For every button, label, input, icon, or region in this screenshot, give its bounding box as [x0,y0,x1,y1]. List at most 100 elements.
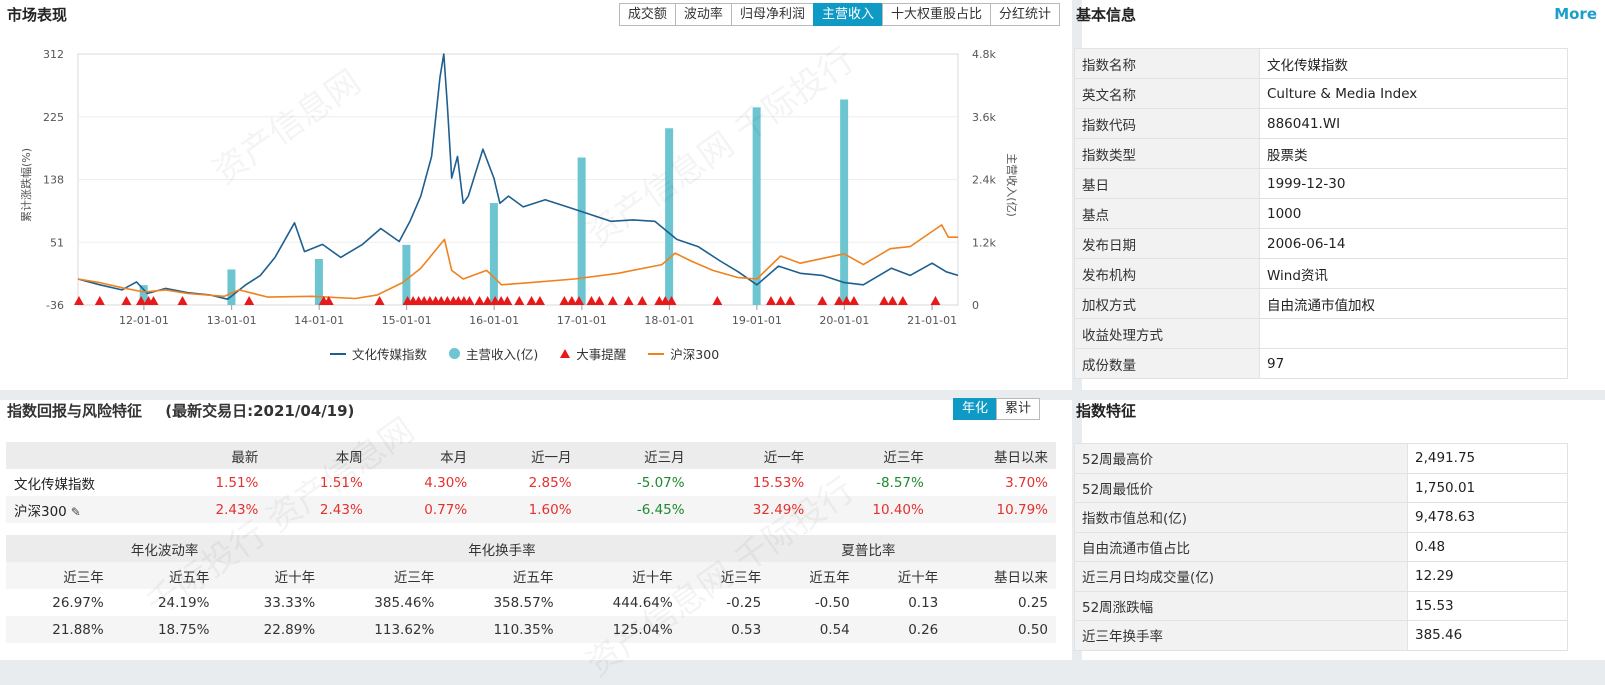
market-performance-panel: 市场表现 成交额 波动率 归母净利润 主营收入 十大权重股占比 分红统计 累计涨跌幅(%)… [0,0,1072,390]
info-row: 基点 1000 [1074,198,1568,229]
event-marker[interactable] [594,296,605,305]
event-marker[interactable] [574,296,585,305]
event-marker[interactable] [586,296,597,305]
cumulative-button[interactable]: 累计 [995,398,1040,420]
event-marker[interactable] [834,296,845,305]
returns-header: 本月 [440,449,468,466]
feature-value: 15.53 [1407,590,1568,621]
index-name: 文化传媒指数 [14,476,95,493]
more-link[interactable]: More [1554,5,1597,23]
event-marker[interactable] [879,296,890,305]
risk-value: 358.57% [493,594,554,611]
legend-item-events[interactable]: 大事提醒 [560,344,626,363]
legend-item-index[interactable]: 文化传媒指数 [330,344,427,363]
event-marker[interactable] [534,296,545,305]
event-marker[interactable] [121,296,132,305]
event-marker[interactable] [482,296,493,305]
event-marker[interactable] [73,296,84,305]
risk-value: 125.04% [612,621,673,638]
x-tick-label: 21-01-01 [907,314,957,327]
feature-key: 近三月日均成交量(亿) [1074,561,1408,592]
return-value: -5.07% [636,474,685,491]
event-marker[interactable] [841,296,852,305]
feature-row: 近三年换手率 385.46 [1074,620,1568,651]
tab-1[interactable]: 波动率 [674,3,732,26]
event-marker[interactable] [244,296,255,305]
returns-row: 文化传媒指数 1.51% 1.51% 4.30% 2.85% -5.07% 15.53% -8… [6,469,1056,496]
risk-value: 33.33% [263,594,316,611]
revenue-bar[interactable] [840,99,849,306]
info-key: 加权方式 [1074,288,1260,319]
return-value: 4.30% [424,474,468,491]
risk-subheader: 近十年 [274,569,316,586]
event-marker[interactable] [136,296,147,305]
feature-row: 52周最低价 1,750.01 [1074,472,1568,503]
risk-value: 0.54 [819,621,850,638]
event-marker[interactable] [623,296,634,305]
event-marker[interactable] [848,296,859,305]
info-value: 2006-06-14 [1259,228,1568,259]
features-title: 指数特征 [1076,402,1137,420]
event-marker[interactable] [566,296,577,305]
event-marker[interactable] [94,296,105,305]
tab-3[interactable]: 主营收入 [812,3,883,26]
y-tick-left: -36 [46,299,64,312]
pencil-icon[interactable]: ✎ [70,504,81,519]
event-marker[interactable] [930,296,941,305]
event-marker[interactable] [607,296,618,305]
event-marker[interactable] [474,296,485,305]
event-marker[interactable] [514,296,525,305]
risk-subheader: 近五年 [168,569,210,586]
returns-row: 沪深300 ✎ 2.43% 2.43% 0.77% 1.60% -6.45% 32.49% 10… [6,496,1056,523]
returns-title: 指数回报与风险特征 [7,402,143,420]
y-tick-right: 0 [972,299,979,312]
legend-item-hs300[interactable]: 沪深300 [648,344,719,363]
hs300-line[interactable] [77,224,958,300]
event-marker[interactable] [177,296,188,305]
revenue-bar[interactable] [139,285,148,305]
event-marker[interactable] [766,296,777,305]
event-marker[interactable] [464,296,475,305]
revenue-bar[interactable] [752,107,761,306]
tab-2[interactable]: 归母净利润 [730,3,814,26]
event-marker[interactable] [712,296,723,305]
event-marker[interactable] [148,296,159,305]
index-line[interactable] [77,53,959,301]
feature-value: 12.29 [1407,561,1568,592]
event-marker[interactable] [502,296,513,305]
risk-value: 444.64% [612,594,673,611]
risk-subheader: 近三年 [720,569,762,586]
feature-row: 近三月日均成交量(亿) 12.29 [1074,561,1568,592]
revenue-bar[interactable] [577,157,586,305]
info-key: 指数类型 [1074,138,1260,169]
event-marker[interactable] [887,296,898,305]
tab-5[interactable]: 分红统计 [989,3,1060,26]
revenue-bar[interactable] [665,128,674,305]
x-tick-label: 19-01-01 [732,314,782,327]
legend-item-revenue[interactable]: 主营收入(亿) [449,344,538,363]
return-value: 3.70% [1005,474,1048,491]
event-marker[interactable] [817,296,828,305]
tab-0[interactable]: 成交额 [618,3,676,26]
info-value: Culture & Media Index [1259,78,1568,109]
tab-4[interactable]: 十大权重股占比 [881,3,991,26]
event-marker[interactable] [526,296,537,305]
event-marker[interactable] [637,296,648,305]
revenue-bar[interactable] [489,203,498,305]
event-marker[interactable] [785,296,796,305]
risk-row: 26.97% 24.19% 33.33% 385.46% 358.57% 444.64% -… [6,589,1056,616]
event-marker[interactable] [666,296,677,305]
info-row: 成份数量 97 [1074,348,1568,379]
revenue-bar[interactable] [314,258,323,305]
event-marker[interactable] [897,296,908,305]
revenue-bar[interactable] [227,269,236,305]
index-name: 沪深300 [14,503,67,520]
event-marker[interactable] [559,296,570,305]
revenue-bar[interactable] [402,244,411,305]
event-marker[interactable] [323,296,334,305]
info-row: 英文名称 Culture & Media Index [1074,78,1568,109]
annualized-button[interactable]: 年化 [952,398,997,420]
info-title: 基本信息 [1076,6,1137,24]
event-marker[interactable] [374,296,385,305]
event-marker[interactable] [775,296,786,305]
